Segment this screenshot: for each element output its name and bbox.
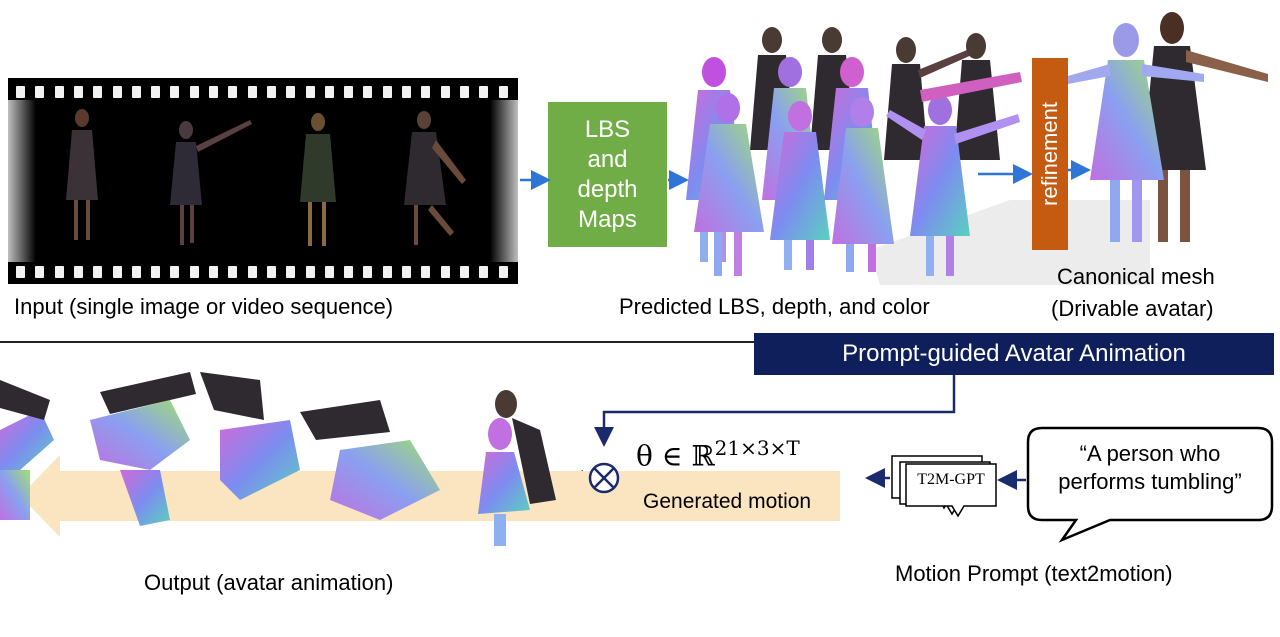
film-hole — [189, 266, 199, 278]
output-figure-1 — [0, 380, 54, 520]
film-hole — [382, 266, 392, 278]
output-figure-2 — [90, 372, 196, 526]
film-hole — [16, 86, 25, 98]
output-figure-5 — [478, 390, 556, 546]
speech-line1: “A person who — [1079, 441, 1221, 466]
lbs-depth-maps-box: LBS and depth Maps — [548, 102, 667, 247]
film-hole — [131, 86, 141, 98]
input-frame-figure-1 — [66, 109, 98, 240]
film-hole — [305, 86, 315, 98]
film-hole — [363, 86, 373, 98]
film-hole — [93, 86, 103, 98]
film-hole — [170, 86, 180, 98]
film-hole — [170, 266, 180, 278]
film-hole — [421, 266, 431, 278]
film-hole — [54, 86, 64, 98]
input-frame-figure-3 — [300, 113, 336, 246]
speech-line2: performs tumbling” — [1058, 469, 1242, 494]
film-hole — [228, 266, 238, 278]
film-hole — [382, 86, 392, 98]
t2m-gpt-label: T2M-GPT — [917, 471, 985, 488]
canonical-normal-avatar — [1068, 23, 1204, 242]
lbs-box-line1: LBS — [584, 115, 631, 143]
film-hole — [35, 266, 45, 278]
film-fade-right — [490, 100, 518, 262]
refinement-box: refinement — [1032, 58, 1068, 250]
lbs-box-line2: and — [587, 145, 628, 173]
film-hole — [459, 266, 469, 278]
film-hole — [73, 86, 83, 98]
generated-motion-label: Generated motion — [643, 490, 812, 513]
film-hole — [498, 86, 508, 98]
canonical-caption-line2: (Drivable avatar) — [1051, 296, 1214, 321]
film-hole — [286, 86, 296, 98]
film-hole — [479, 86, 489, 98]
film-hole — [402, 86, 411, 98]
film-hole — [112, 86, 122, 98]
film-hole — [247, 86, 257, 98]
film-hole — [35, 86, 45, 98]
film-hole — [440, 266, 450, 278]
film-hole — [459, 86, 469, 98]
motion-prompt-caption: Motion Prompt (text2motion) — [895, 561, 1173, 586]
film-hole — [344, 86, 354, 98]
film-hole — [16, 266, 25, 278]
film-hole — [363, 266, 373, 278]
predicted-caption: Predicted LBS, depth, and color — [619, 294, 930, 319]
film-hole — [440, 86, 450, 98]
input-frame-figure-4 — [404, 111, 466, 245]
output-figure-4 — [300, 400, 440, 520]
motion-formula-base: θ ∈ ℝ — [636, 439, 715, 473]
predicted-shadow — [870, 200, 1150, 285]
film-fade-left — [8, 100, 36, 262]
film-hole — [324, 86, 334, 98]
film-hole — [324, 266, 334, 278]
film-hole — [93, 266, 103, 278]
film-hole — [344, 266, 354, 278]
film-hole — [286, 266, 296, 278]
film-hole — [479, 266, 489, 278]
input-frame-figure-2 — [170, 120, 252, 245]
film-hole — [151, 86, 161, 98]
film-hole — [305, 266, 315, 278]
speech-bubble-text: “A person who performs tumbling” — [1032, 440, 1268, 496]
output-caption: Output (avatar animation) — [144, 570, 394, 595]
input-caption: Input (single image or video sequence) — [14, 294, 394, 319]
arrow-banner-to-combine — [594, 375, 956, 447]
film-hole — [402, 266, 411, 278]
predicted-front-row — [686, 57, 1022, 276]
film-hole — [189, 86, 199, 98]
film-hole — [112, 266, 122, 278]
film-hole — [266, 266, 276, 278]
motion-formula: θ ∈ ℝ21×3×T — [636, 436, 800, 472]
film-hole — [209, 86, 218, 98]
output-figure-3 — [200, 372, 300, 500]
film-hole — [73, 266, 83, 278]
lbs-box-line3: depth — [577, 175, 638, 203]
prompt-guided-banner: Prompt-guided Avatar Animation — [754, 333, 1274, 375]
film-hole — [131, 266, 141, 278]
canonical-caption-line1: Canonical mesh — [1057, 264, 1215, 289]
motion-band — [60, 471, 840, 521]
film-hole — [498, 266, 508, 278]
lbs-box-line4: Maps — [578, 205, 637, 233]
film-hole — [209, 266, 218, 278]
film-hole — [266, 86, 276, 98]
motion-formula-superscript: 21×3×T — [714, 436, 800, 460]
film-hole — [421, 86, 431, 98]
film-hole — [54, 266, 64, 278]
film-hole — [247, 266, 257, 278]
film-hole — [151, 266, 161, 278]
film-hole — [228, 86, 238, 98]
